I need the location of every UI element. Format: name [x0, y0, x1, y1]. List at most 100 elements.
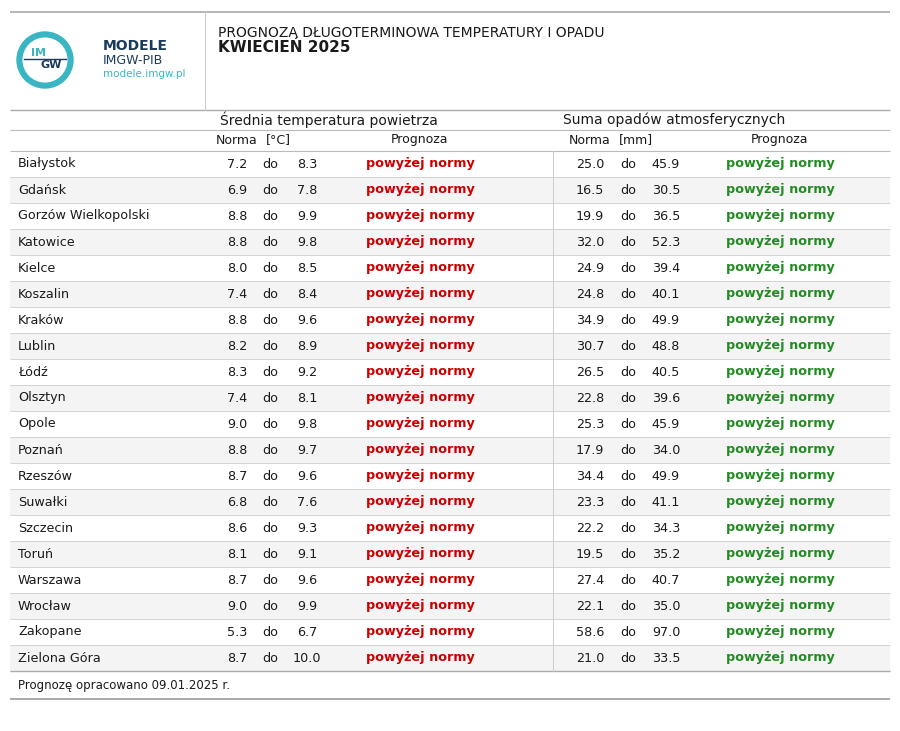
- Text: powyżej normy: powyżej normy: [365, 235, 474, 249]
- Text: 7.8: 7.8: [297, 183, 317, 197]
- Text: powyżej normy: powyżej normy: [365, 599, 474, 613]
- Text: 40.1: 40.1: [652, 287, 680, 300]
- Text: 8.9: 8.9: [297, 339, 317, 352]
- Text: powyżej normy: powyżej normy: [725, 574, 834, 586]
- Text: 7.4: 7.4: [227, 287, 248, 300]
- Text: do: do: [620, 157, 636, 170]
- Text: powyżej normy: powyżej normy: [365, 339, 474, 352]
- Text: do: do: [262, 183, 278, 197]
- Text: powyżej normy: powyżej normy: [725, 366, 834, 379]
- Text: 58.6: 58.6: [576, 626, 604, 638]
- Text: do: do: [620, 262, 636, 275]
- Text: 22.8: 22.8: [576, 392, 604, 404]
- Text: do: do: [620, 444, 636, 456]
- Text: Olsztyn: Olsztyn: [18, 392, 66, 404]
- Text: powyżej normy: powyżej normy: [365, 469, 474, 482]
- Text: 8.5: 8.5: [297, 262, 317, 275]
- Bar: [10, 515, 890, 541]
- Bar: [10, 151, 890, 177]
- Circle shape: [23, 38, 67, 82]
- Text: 23.3: 23.3: [576, 496, 604, 509]
- Text: do: do: [262, 521, 278, 534]
- Text: powyżej normy: powyżej normy: [365, 210, 474, 222]
- Text: do: do: [262, 339, 278, 352]
- Text: 52.3: 52.3: [652, 235, 680, 249]
- Text: Zielona Góra: Zielona Góra: [18, 651, 101, 664]
- Text: IM: IM: [32, 48, 47, 58]
- Text: powyżej normy: powyżej normy: [365, 574, 474, 586]
- Text: 8.8: 8.8: [227, 444, 248, 456]
- Text: powyżej normy: powyżej normy: [725, 521, 834, 534]
- Text: do: do: [262, 262, 278, 275]
- Text: 8.8: 8.8: [227, 210, 248, 222]
- Text: Wrocław: Wrocław: [18, 599, 72, 613]
- Text: do: do: [262, 496, 278, 509]
- Text: 32.0: 32.0: [576, 235, 604, 249]
- Text: 17.9: 17.9: [576, 444, 604, 456]
- Text: 8.7: 8.7: [227, 574, 248, 586]
- Text: 26.5: 26.5: [576, 366, 604, 379]
- Text: do: do: [262, 444, 278, 456]
- Text: 6.9: 6.9: [227, 183, 248, 197]
- Text: 9.9: 9.9: [297, 599, 317, 613]
- Bar: [10, 463, 890, 489]
- Bar: [10, 619, 890, 645]
- Text: do: do: [262, 210, 278, 222]
- Text: Średnia temperatura powietrza: Średnia temperatura powietrza: [220, 112, 438, 128]
- Text: 9.0: 9.0: [227, 417, 248, 431]
- Text: powyżej normy: powyżej normy: [725, 339, 834, 352]
- Bar: [10, 203, 890, 229]
- Text: 8.3: 8.3: [227, 366, 248, 379]
- Text: Warszawa: Warszawa: [18, 574, 83, 586]
- Bar: [10, 489, 890, 515]
- Circle shape: [17, 32, 73, 88]
- Text: 25.3: 25.3: [576, 417, 604, 431]
- Text: do: do: [620, 339, 636, 352]
- Text: 9.8: 9.8: [297, 235, 317, 249]
- Text: do: do: [262, 574, 278, 586]
- Text: 8.1: 8.1: [227, 548, 248, 561]
- Text: 5.3: 5.3: [227, 626, 248, 638]
- Text: 9.8: 9.8: [297, 417, 317, 431]
- Bar: [10, 645, 890, 671]
- Text: do: do: [262, 651, 278, 664]
- Text: 8.7: 8.7: [227, 651, 248, 664]
- Text: 22.1: 22.1: [576, 599, 604, 613]
- Text: do: do: [620, 496, 636, 509]
- Text: powyżej normy: powyżej normy: [365, 626, 474, 638]
- Text: GW: GW: [40, 60, 62, 70]
- Text: 8.8: 8.8: [227, 314, 248, 327]
- Bar: [10, 255, 890, 281]
- Text: powyżej normy: powyżej normy: [365, 157, 474, 170]
- Text: do: do: [262, 287, 278, 300]
- Text: 8.4: 8.4: [297, 287, 317, 300]
- Text: 8.3: 8.3: [297, 157, 317, 170]
- Text: powyżej normy: powyżej normy: [365, 548, 474, 561]
- Text: powyżej normy: powyżej normy: [725, 496, 834, 509]
- Text: do: do: [620, 599, 636, 613]
- Text: Prognoza: Prognoza: [392, 134, 449, 146]
- Text: powyżej normy: powyżej normy: [365, 651, 474, 664]
- Text: [°C]: [°C]: [266, 134, 291, 146]
- Bar: [10, 567, 890, 593]
- Bar: [10, 437, 890, 463]
- Bar: [10, 359, 890, 385]
- Text: 9.0: 9.0: [227, 599, 248, 613]
- Text: 7.4: 7.4: [227, 392, 248, 404]
- Text: Gdańsk: Gdańsk: [18, 183, 66, 197]
- Text: do: do: [262, 366, 278, 379]
- Text: Prognozę opracowano 09.01.2025 r.: Prognozę opracowano 09.01.2025 r.: [18, 680, 230, 692]
- Text: 7.2: 7.2: [227, 157, 248, 170]
- Text: 9.6: 9.6: [297, 469, 317, 482]
- Bar: [10, 333, 890, 359]
- Text: do: do: [620, 548, 636, 561]
- Text: do: do: [620, 626, 636, 638]
- Bar: [10, 541, 890, 567]
- Text: 8.8: 8.8: [227, 235, 248, 249]
- Text: 22.2: 22.2: [576, 521, 604, 534]
- Text: 34.3: 34.3: [652, 521, 680, 534]
- Text: 35.2: 35.2: [652, 548, 680, 561]
- Text: do: do: [620, 235, 636, 249]
- Text: 8.7: 8.7: [227, 469, 248, 482]
- Text: powyżej normy: powyżej normy: [725, 183, 834, 197]
